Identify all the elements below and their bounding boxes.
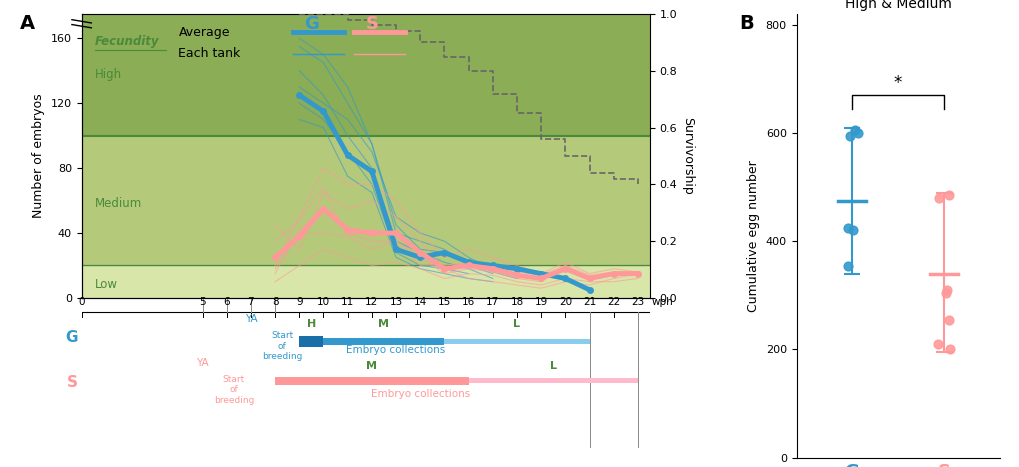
Title: High & Medium: High & Medium [844,0,951,12]
Text: M: M [378,319,389,329]
Text: Embryo collections: Embryo collections [346,345,445,355]
Text: 14: 14 [413,297,426,307]
Bar [299,336,323,347]
Text: A: A [20,14,36,33]
Point [839,262,855,269]
Text: 9: 9 [296,297,303,307]
Text: 19: 19 [534,297,547,307]
Text: Medium: Medium [95,198,142,210]
Text: 10: 10 [317,297,330,307]
Text: 18: 18 [510,297,523,307]
Point [937,286,954,294]
Text: 0: 0 [78,297,85,307]
Text: S: S [366,15,378,33]
Text: Start
of
breeding: Start of breeding [214,375,254,405]
Text: Low: Low [95,278,118,291]
Point [846,127,862,134]
Text: Fecundity: Fecundity [95,35,159,48]
Text: 20: 20 [558,297,572,307]
Bar [468,378,637,383]
Point [845,226,861,234]
Text: L: L [513,319,520,329]
Point [849,129,865,137]
Point [929,340,946,348]
Text: High: High [95,68,122,80]
Text: *: * [893,74,902,92]
Text: 21: 21 [582,297,595,307]
Bar [275,377,468,385]
Point [940,316,956,324]
Y-axis label: Cumulative egg number: Cumulative egg number [747,160,759,311]
Bar [323,338,444,346]
Point [842,132,858,140]
Text: 7: 7 [248,297,254,307]
Text: Each tank: Each tank [178,47,240,60]
Text: Start
of
breeding: Start of breeding [262,332,303,361]
Text: 23: 23 [631,297,644,307]
Point [936,289,953,297]
Bar [82,266,649,298]
Text: L: L [549,361,556,371]
Point [929,194,946,202]
Text: 11: 11 [340,297,354,307]
Text: Average: Average [178,26,229,39]
Point [839,224,855,232]
Text: 8: 8 [271,297,278,307]
Point [942,346,958,353]
Text: 17: 17 [486,297,499,307]
Text: YA: YA [245,314,257,324]
Text: G: G [304,15,318,33]
Text: 5: 5 [199,297,206,307]
Text: 15: 15 [437,297,450,307]
Text: 13: 13 [389,297,403,307]
Bar [82,14,649,136]
Text: Embryo collections: Embryo collections [370,389,470,399]
Text: 6: 6 [223,297,230,307]
Text: wph: wph [650,297,673,307]
Text: H: H [307,319,316,329]
Text: 16: 16 [462,297,475,307]
Text: 12: 12 [365,297,378,307]
Text: S: S [67,375,77,389]
Bar [444,339,589,344]
Y-axis label: Survivorship: Survivorship [681,117,694,195]
Y-axis label: Number of embryos: Number of embryos [33,94,45,218]
Text: YA: YA [196,358,209,368]
Point [940,191,956,199]
Text: 22: 22 [606,297,620,307]
Text: B: B [739,14,753,33]
Bar [82,136,649,266]
Text: M: M [366,361,377,371]
Text: G: G [65,330,77,345]
